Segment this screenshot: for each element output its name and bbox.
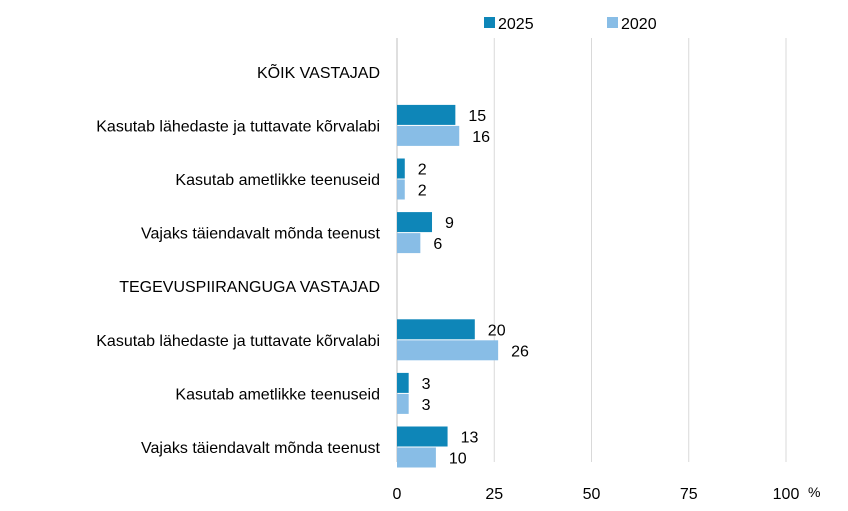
value-label: 3 — [422, 397, 431, 414]
bar-2020 — [397, 125, 460, 146]
bar-2020 — [397, 179, 405, 200]
x-tick-label: 50 — [583, 486, 601, 503]
x-tick-label: 75 — [680, 486, 698, 503]
value-label: 16 — [472, 129, 490, 146]
value-label: 2 — [418, 183, 427, 200]
value-label: 13 — [461, 430, 479, 447]
category-label: Kasutab ametlikke teenuseid — [175, 386, 380, 403]
value-label: 10 — [449, 451, 467, 468]
category-label: Vajaks täiendavalt mõnda teenust — [141, 440, 381, 457]
category-label: Kasutab ametlikke teenuseid — [175, 172, 380, 189]
category-label: Kasutab lähedaste ja tuttavate kõrvalabi — [96, 118, 380, 135]
bar-2025 — [397, 212, 433, 233]
x-tick-labels: 0 25 50 75 100% — [393, 484, 821, 503]
bar-2020 — [397, 447, 436, 468]
category-labels: KÕIK VASTAJAD Kasutab lähedaste ja tuttav… — [96, 62, 380, 457]
bar-2020 — [397, 340, 499, 361]
bar-2025 — [397, 426, 448, 447]
bar-2025 — [397, 104, 456, 125]
bars — [397, 104, 499, 468]
legend-swatch-2025 — [484, 17, 495, 28]
bar-2025 — [397, 158, 405, 179]
value-label: 9 — [445, 215, 454, 232]
x-tick-label: 25 — [485, 486, 503, 503]
x-tick-label: 0 — [393, 486, 402, 503]
value-label: 20 — [488, 322, 506, 339]
value-label: 2 — [418, 162, 427, 179]
gridlines — [396, 38, 787, 462]
legend-swatch-2020 — [607, 17, 618, 28]
x-unit-label: % — [808, 484, 820, 500]
category-label: Kasutab lähedaste ja tuttavate kõrvalabi — [96, 333, 380, 350]
value-labels: 15 16 2 2 96 20 26 3 3 13 10 — [418, 108, 529, 468]
bar-2025 — [397, 372, 409, 393]
value-label: 6 — [433, 236, 442, 253]
bar-2020 — [397, 233, 421, 254]
x-tick-label: 100 — [773, 486, 800, 503]
category-label: TEGEVUSPIIRANGUGA VASTAJAD — [119, 279, 380, 296]
legend-label: 2020 — [621, 16, 657, 33]
value-label: 15 — [468, 108, 486, 125]
bar-2025 — [397, 319, 475, 340]
category-label: KÕIK VASTAJAD — [257, 62, 380, 82]
category-label: Vajaks täiendavalt mõnda teenust — [141, 226, 381, 243]
value-label: 26 — [511, 343, 529, 360]
legend: 2025 2020 — [484, 16, 657, 33]
legend-label: 2025 — [498, 16, 534, 33]
value-label: 3 — [422, 376, 431, 393]
bar-2020 — [397, 393, 409, 414]
